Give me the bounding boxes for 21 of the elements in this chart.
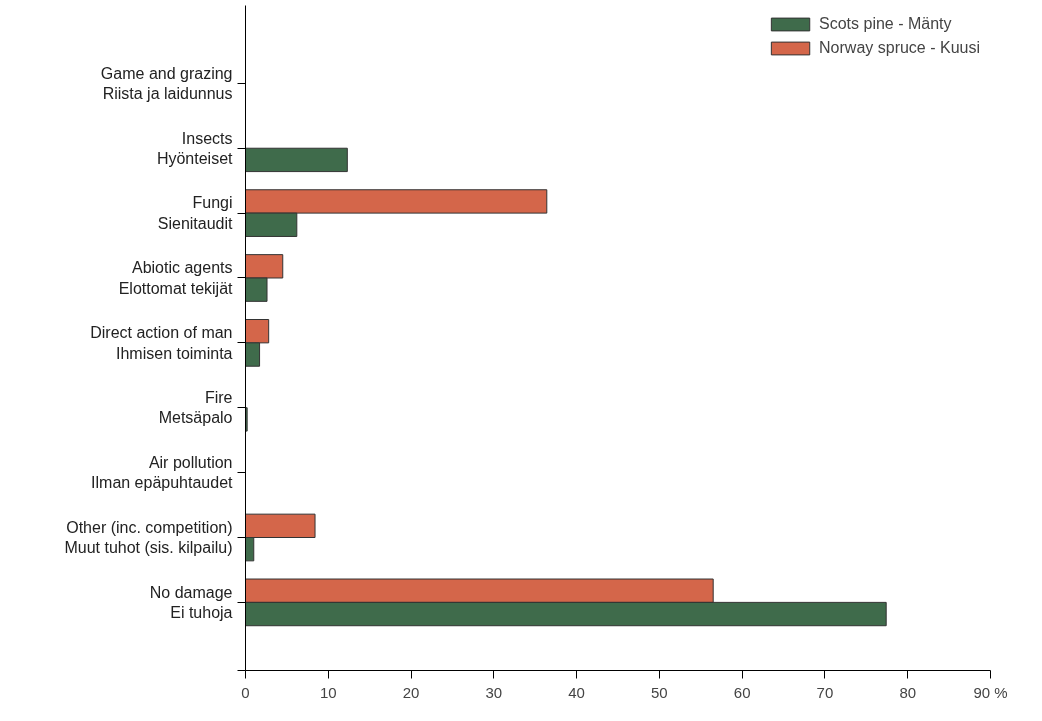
x-tick-label: 60 (733, 683, 751, 701)
legend-label: Norway spruce - Kuusi (819, 39, 980, 57)
y-tick-label: Other (inc. competition) Muut tuhot (sis. kilpailu) (64, 518, 233, 557)
x-tick-label: 10 (319, 683, 337, 701)
y-tick-label: Fire Metsäpalo (158, 389, 233, 427)
x-tick-label: 40 (568, 683, 585, 701)
x-tick-label: 20 (402, 683, 420, 701)
y-tick-label: Direct action of man Ihmisen toiminta (90, 324, 233, 362)
x-tick-label: 50 (651, 683, 668, 701)
x-tick-label: 90 % (973, 683, 1008, 701)
x-tick-label: 30 (485, 683, 503, 701)
y-tick-label: Fungi Sienitaudit (157, 194, 234, 232)
x-tick-label: 70 (816, 683, 834, 701)
x-tick-label: 80 (899, 683, 917, 701)
y-tick-label: Air pollution Ilman epäpuhtaudet (91, 453, 234, 492)
y-tick-label: Abiotic agents Elottomat tekijät (118, 259, 234, 297)
y-tick-label: No damage Ei tuhoja (149, 583, 233, 622)
legend-label: Scots pine - Mänty (819, 15, 952, 33)
x-tick-label: 0 (241, 683, 250, 701)
y-tick-label: Game and grazing Riista ja laidunnus (100, 64, 233, 103)
y-tick-label: Insects Hyönteiset (156, 129, 234, 167)
